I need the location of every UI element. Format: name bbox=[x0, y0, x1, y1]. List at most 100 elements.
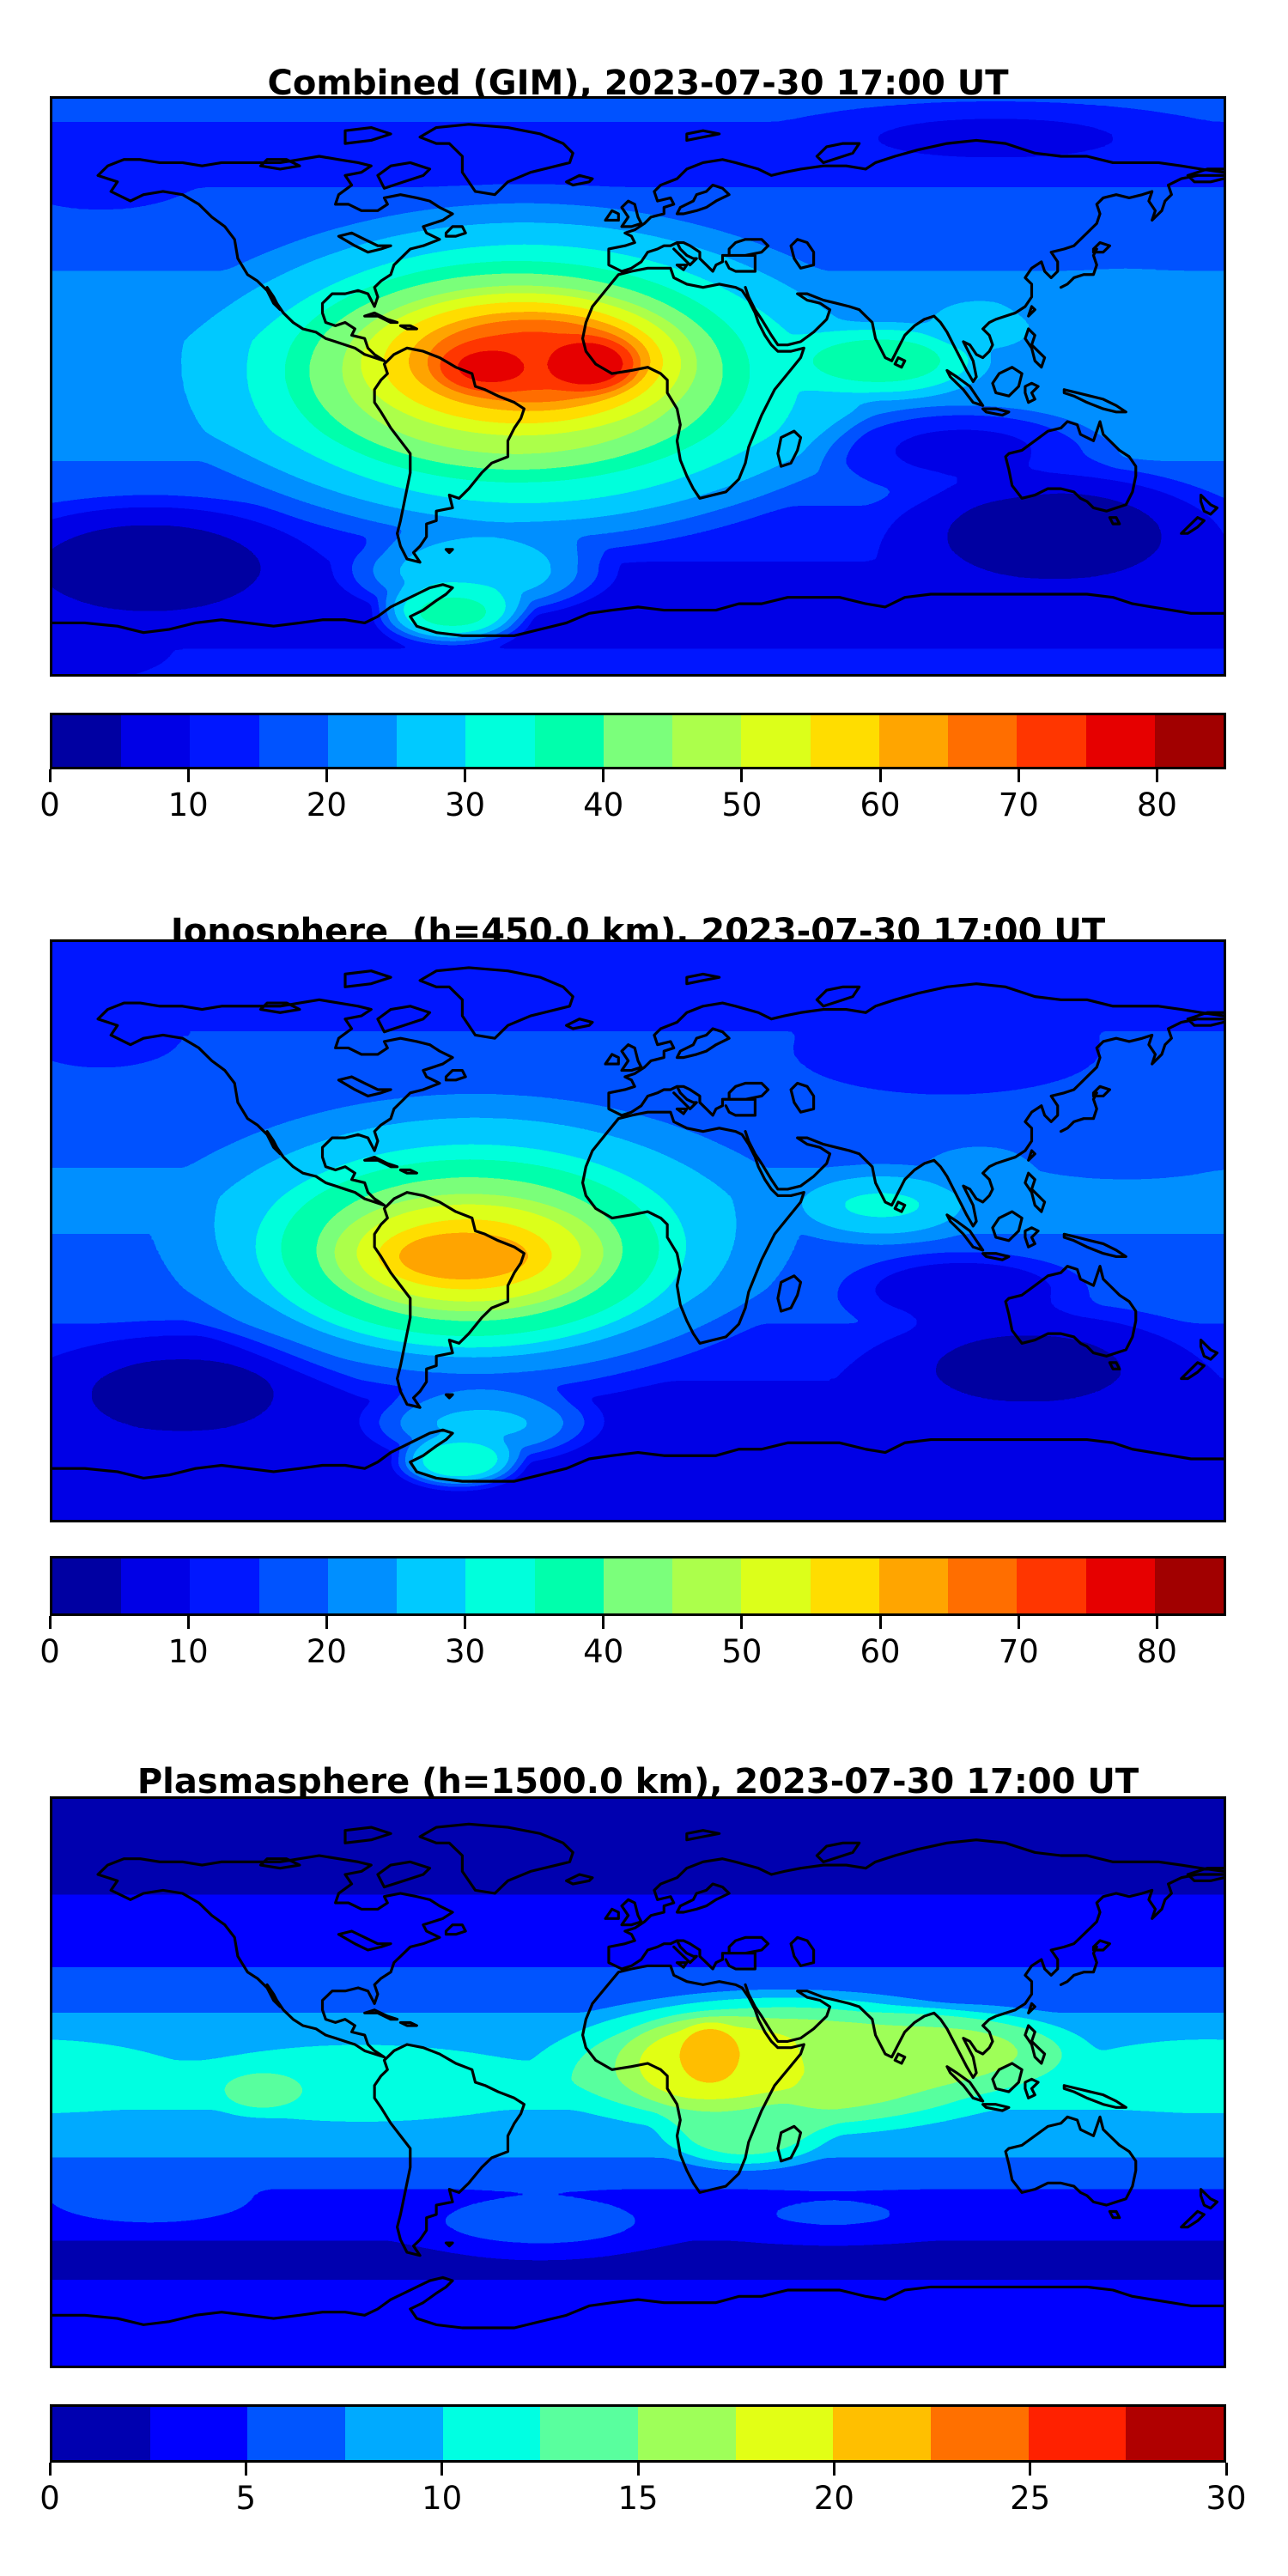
colorbar-ticks-plasmasphere: 0 5 10 15 20 25 30 bbox=[39, 2463, 1247, 2542]
colorbar-band bbox=[540, 2407, 639, 2460]
colorbar-tick-label: 40 bbox=[583, 787, 624, 823]
colorbar-tick-mark bbox=[1155, 769, 1158, 782]
colorbar-tick-label: 0 bbox=[39, 787, 60, 823]
colorbar-tick-label: 40 bbox=[583, 1633, 624, 1670]
colorbar-tick-mark bbox=[1017, 769, 1020, 782]
colorbar-tick-mark bbox=[878, 1616, 882, 1629]
colorbar-band bbox=[345, 2407, 443, 2460]
colorbar-tick-label: 10 bbox=[167, 787, 209, 823]
colorbar-tick-mark bbox=[740, 1616, 744, 1629]
colorbar-band bbox=[672, 715, 742, 767]
colorbar-tick-mark bbox=[1224, 2463, 1228, 2476]
colorbar-band bbox=[465, 1558, 535, 1613]
colorbar-tick-mark bbox=[244, 2463, 247, 2476]
colorbar-combined bbox=[50, 713, 1226, 769]
coastlines-ionosphere bbox=[52, 966, 1224, 1483]
colorbar-tick-mark bbox=[48, 2463, 52, 2476]
colorbar-tick-label: 10 bbox=[167, 1633, 209, 1670]
colorbar-tick-label: 60 bbox=[860, 787, 901, 823]
colorbar-tick-label: 10 bbox=[422, 2480, 463, 2517]
colorbar-tick-mark bbox=[186, 1616, 190, 1629]
colorbar-band bbox=[810, 1558, 879, 1613]
colorbar-tick-mark bbox=[48, 769, 52, 782]
colorbar-band bbox=[1126, 2407, 1224, 2460]
colorbar-tick-mark bbox=[1017, 1616, 1020, 1629]
panel-title-plasmasphere: Plasmasphere (h=1500.0 km), 2023-07-30 1… bbox=[137, 1762, 1139, 1802]
colorbar-band bbox=[672, 1558, 742, 1613]
colorbar-tick-mark bbox=[440, 2463, 444, 2476]
colorbar-band bbox=[52, 715, 122, 767]
colorbar-band bbox=[878, 715, 949, 767]
colorbar-tick-label: 70 bbox=[998, 787, 1039, 823]
colorbar-tick-label: 70 bbox=[998, 1633, 1039, 1670]
colorbar-band bbox=[327, 1558, 398, 1613]
colorbar-tick-mark bbox=[878, 769, 882, 782]
colorbar-band bbox=[190, 1558, 259, 1613]
colorbar-band bbox=[878, 1558, 949, 1613]
colorbar-band bbox=[149, 2407, 248, 2460]
colorbar-tick-mark bbox=[325, 1616, 328, 1629]
colorbar-band bbox=[735, 2407, 834, 2460]
colorbar-band bbox=[603, 715, 673, 767]
colorbar-band bbox=[258, 715, 328, 767]
colorbar-tick-label: 30 bbox=[444, 1633, 486, 1670]
colorbar-band bbox=[190, 715, 259, 767]
colorbar-band bbox=[603, 1558, 673, 1613]
colorbar-tick-mark bbox=[832, 2463, 835, 2476]
colorbar-plasmasphere bbox=[50, 2404, 1226, 2463]
map-combined bbox=[50, 96, 1226, 677]
colorbar-tick-label: 15 bbox=[617, 2480, 659, 2517]
colorbar-band bbox=[121, 715, 191, 767]
colorbar-tick-mark bbox=[48, 1616, 52, 1629]
colorbar-band bbox=[121, 1558, 191, 1613]
colorbar-tick-mark bbox=[186, 769, 190, 782]
colorbar-band bbox=[948, 1558, 1018, 1613]
colorbar-band bbox=[52, 2407, 150, 2460]
colorbar-band bbox=[465, 715, 535, 767]
coastlines-plasmasphere bbox=[52, 1822, 1224, 2330]
tec-field-ionosphere bbox=[52, 942, 1224, 1520]
colorbar-band bbox=[247, 2407, 346, 2460]
colorbar-tick-label: 0 bbox=[39, 1633, 60, 1670]
colorbar-tick-mark bbox=[1029, 2463, 1032, 2476]
colorbar-tick-label: 80 bbox=[1136, 1633, 1177, 1670]
colorbar-tick-label: 80 bbox=[1136, 787, 1177, 823]
colorbar-band bbox=[1154, 715, 1224, 767]
colorbar-tick-mark bbox=[602, 769, 605, 782]
colorbar-tick-mark bbox=[464, 769, 467, 782]
colorbar-band bbox=[1017, 1558, 1086, 1613]
colorbar-tick-label: 25 bbox=[1010, 2480, 1051, 2517]
colorbar-band bbox=[741, 715, 811, 767]
colorbar-band bbox=[258, 1558, 328, 1613]
colorbar-band bbox=[534, 1558, 604, 1613]
colorbar-band bbox=[1085, 1558, 1155, 1613]
colorbar-tick-label: 30 bbox=[444, 787, 486, 823]
colorbar-tick-label: 20 bbox=[306, 1633, 347, 1670]
colorbar-band bbox=[1085, 715, 1155, 767]
colorbar-band bbox=[931, 2407, 1029, 2460]
colorbar-tick-label: 50 bbox=[721, 1633, 762, 1670]
tec-field-combined bbox=[52, 99, 1224, 674]
colorbar-band bbox=[442, 2407, 541, 2460]
colorbar-tick-mark bbox=[325, 769, 328, 782]
colorbar-band bbox=[534, 715, 604, 767]
map-plasmasphere bbox=[50, 1796, 1226, 2368]
colorbar-band bbox=[638, 2407, 736, 2460]
colorbar-tick-label: 0 bbox=[39, 2480, 60, 2517]
colorbar-tick-mark bbox=[602, 1616, 605, 1629]
colorbar-ticks-combined: 0 10 20 30 40 50 60 70 80 bbox=[39, 769, 1226, 848]
colorbar-band bbox=[1028, 2407, 1127, 2460]
colorbar-tick-label: 5 bbox=[235, 2480, 257, 2517]
colorbar-band bbox=[1154, 1558, 1224, 1613]
colorbar-band bbox=[397, 1558, 466, 1613]
colorbar-tick-mark bbox=[636, 2463, 640, 2476]
colorbar-tick-mark bbox=[740, 769, 744, 782]
colorbar-band bbox=[397, 715, 466, 767]
colorbar-ionosphere bbox=[50, 1556, 1226, 1616]
colorbar-tick-label: 50 bbox=[721, 787, 762, 823]
colorbar-band bbox=[741, 1558, 811, 1613]
colorbar-band bbox=[1017, 715, 1086, 767]
colorbar-tick-label: 30 bbox=[1206, 2480, 1247, 2517]
colorbar-band bbox=[833, 2407, 932, 2460]
colorbar-ticks-ionosphere: 0 10 20 30 40 50 60 70 80 bbox=[39, 1616, 1226, 1695]
